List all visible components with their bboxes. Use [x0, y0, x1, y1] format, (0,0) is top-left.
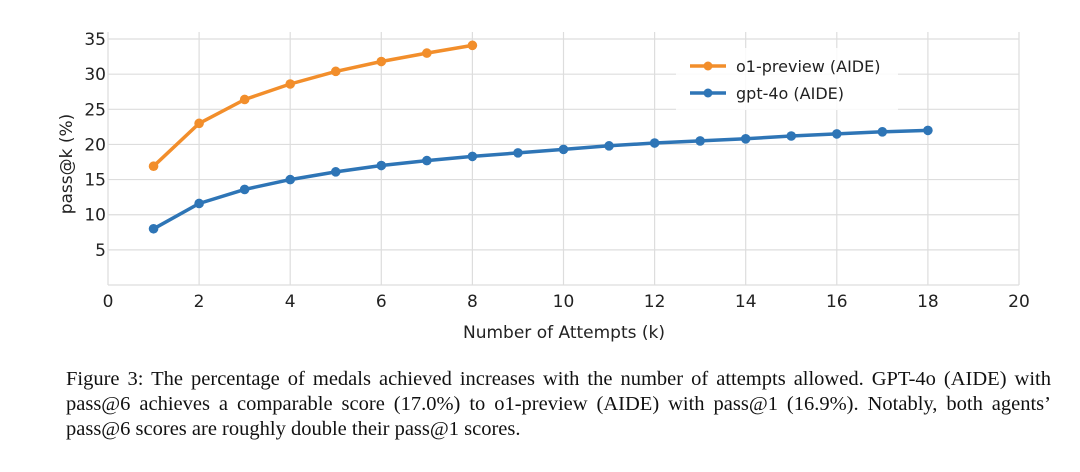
- y-tick-label: 35: [84, 30, 106, 50]
- y-tick-label: 25: [84, 100, 106, 120]
- series-line-o1-preview: [151, 43, 475, 168]
- figure-caption: Figure 3: The percentage of medals achie…: [66, 368, 1051, 440]
- data-point-gpt-4o: [923, 125, 933, 136]
- data-point-gpt-4o: [330, 167, 341, 177]
- data-point-gpt-4o: [877, 126, 888, 137]
- data-point-o1-preview: [330, 66, 341, 77]
- legend: o1-preview (AIDE) gpt-4o (AIDE): [676, 48, 898, 110]
- y-tick-label: 15: [84, 171, 106, 191]
- y-tick-label: 5: [95, 241, 106, 261]
- data-point-gpt-4o: [194, 198, 204, 209]
- data-point-gpt-4o: [786, 131, 797, 141]
- x-tick-label: 12: [644, 292, 666, 312]
- data-point-gpt-4o: [558, 144, 569, 155]
- data-point-gpt-4o: [649, 138, 660, 148]
- data-point-gpt-4o: [148, 223, 159, 234]
- series-line-gpt-4o: [151, 128, 930, 231]
- data-point-gpt-4o: [513, 148, 523, 158]
- legend-label-o1-preview: o1-preview (AIDE): [736, 57, 880, 76]
- line-chart: 0 2 4 6 8 10 12 14 16 18 20 5 10 15 20 25 30 35 Number of…: [57, 30, 1030, 343]
- data-point-o1-preview: [285, 79, 296, 89]
- data-point-gpt-4o: [604, 141, 614, 151]
- data-point-gpt-4o: [422, 155, 432, 166]
- legend-marker-o1-preview: [703, 61, 713, 71]
- x-tick-label: 18: [917, 292, 939, 312]
- y-tick-label: 30: [84, 65, 106, 85]
- legend-label-gpt-4o: gpt-4o (AIDE): [736, 84, 844, 103]
- x-tick-label: 4: [285, 292, 296, 312]
- data-point-gpt-4o: [832, 129, 842, 139]
- x-tick-label: 0: [103, 292, 114, 312]
- data-point-gpt-4o: [376, 160, 387, 171]
- x-tick-label: 2: [194, 292, 205, 312]
- y-tick-label: 10: [84, 206, 106, 226]
- y-axis-label: pass@k (%): [57, 114, 77, 215]
- x-tick-label: 10: [553, 292, 575, 312]
- data-point-o1-preview: [148, 161, 159, 172]
- x-tick-label: 6: [376, 292, 387, 312]
- data-point-o1-preview: [376, 56, 387, 67]
- grid-lines: [107, 32, 1020, 286]
- x-axis-label: Number of Attempts (k): [463, 323, 665, 343]
- data-point-gpt-4o: [467, 151, 478, 162]
- x-tick-label: 16: [826, 292, 848, 312]
- data-point-gpt-4o: [239, 184, 250, 195]
- axis-ticks: 0 2 4 6 8 10 12 14 16 18 20 5 10 15 20 25 30 35: [84, 30, 1029, 312]
- x-tick-label: 14: [735, 292, 757, 312]
- data-point-o1-preview: [194, 118, 204, 129]
- y-tick-label: 20: [84, 135, 106, 155]
- legend-marker-gpt-4o: [703, 88, 713, 98]
- data-point-gpt-4o: [740, 134, 751, 144]
- data-point-gpt-4o: [285, 174, 296, 185]
- data-point-gpt-4o: [695, 136, 705, 146]
- data-point-o1-preview: [467, 40, 478, 51]
- x-tick-label: 8: [467, 292, 478, 312]
- data-point-o1-preview: [422, 48, 432, 58]
- series-lines: [148, 40, 933, 234]
- x-tick-label: 20: [1008, 292, 1030, 312]
- data-point-o1-preview: [239, 94, 250, 105]
